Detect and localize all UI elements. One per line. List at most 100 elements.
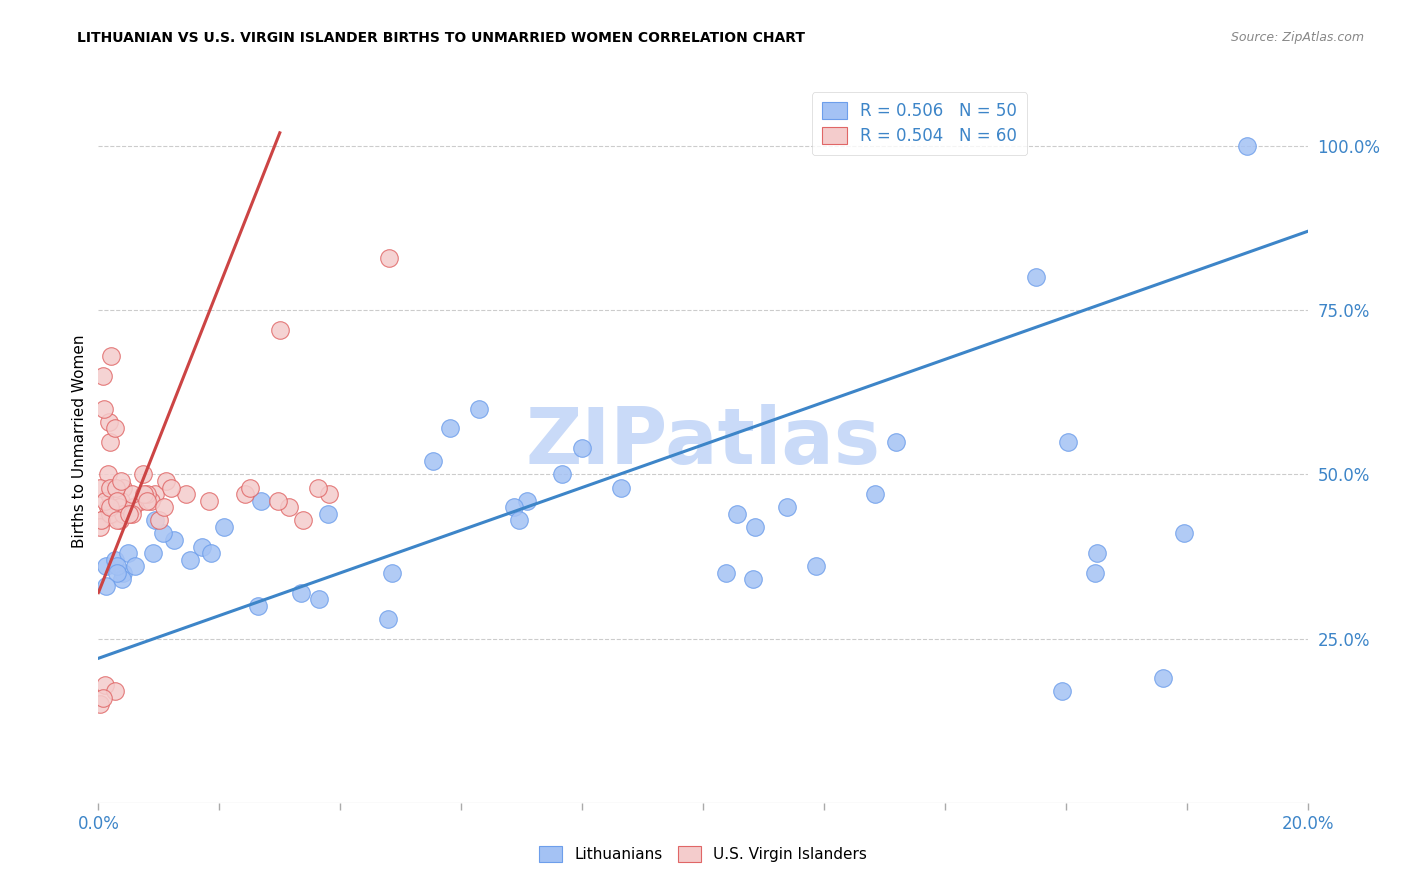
Point bbox=[160, 481, 183, 495]
Point bbox=[278, 500, 301, 515]
Point bbox=[804, 559, 827, 574]
Point bbox=[97, 507, 120, 521]
Text: Source: ZipAtlas.com: Source: ZipAtlas.com bbox=[1230, 31, 1364, 45]
Point bbox=[439, 421, 461, 435]
Point bbox=[316, 507, 339, 521]
Point bbox=[98, 434, 121, 449]
Point bbox=[121, 500, 143, 515]
Point bbox=[90, 513, 112, 527]
Point bbox=[110, 474, 132, 488]
Point bbox=[308, 592, 330, 607]
Point bbox=[100, 500, 122, 515]
Point bbox=[100, 349, 122, 363]
Point bbox=[377, 251, 399, 265]
Text: LITHUANIAN VS U.S. VIRGIN ISLANDER BIRTHS TO UNMARRIED WOMEN CORRELATION CHART: LITHUANIAN VS U.S. VIRGIN ISLANDER BIRTH… bbox=[77, 31, 806, 45]
Point bbox=[516, 493, 538, 508]
Point bbox=[571, 441, 593, 455]
Point bbox=[93, 401, 115, 416]
Point bbox=[91, 513, 114, 527]
Point bbox=[94, 677, 117, 691]
Point bbox=[502, 500, 524, 515]
Point bbox=[97, 467, 120, 482]
Point bbox=[198, 493, 221, 508]
Point bbox=[884, 434, 907, 449]
Point bbox=[97, 487, 120, 501]
Point bbox=[105, 481, 128, 495]
Point bbox=[1236, 139, 1258, 153]
Point bbox=[742, 573, 765, 587]
Point bbox=[1050, 684, 1073, 698]
Point bbox=[91, 368, 114, 383]
Point bbox=[96, 559, 118, 574]
Point bbox=[1024, 270, 1046, 285]
Legend: Lithuanians, U.S. Virgin Islanders: Lithuanians, U.S. Virgin Islanders bbox=[533, 840, 873, 868]
Point bbox=[1057, 434, 1080, 449]
Point bbox=[155, 474, 177, 488]
Point bbox=[108, 513, 131, 527]
Point bbox=[508, 513, 530, 527]
Point bbox=[121, 507, 143, 521]
Point bbox=[247, 599, 270, 613]
Point bbox=[135, 487, 157, 501]
Point bbox=[97, 500, 120, 515]
Point bbox=[111, 507, 134, 521]
Point bbox=[143, 487, 166, 501]
Point bbox=[110, 493, 132, 508]
Point bbox=[105, 513, 128, 527]
Point bbox=[307, 481, 329, 495]
Point bbox=[1173, 526, 1195, 541]
Point bbox=[233, 487, 256, 501]
Point bbox=[267, 493, 290, 508]
Point bbox=[112, 566, 135, 580]
Point bbox=[132, 487, 155, 501]
Point bbox=[1084, 566, 1107, 580]
Point bbox=[290, 585, 312, 599]
Text: ZIPatlas: ZIPatlas bbox=[526, 403, 880, 480]
Point bbox=[153, 500, 176, 515]
Point bbox=[105, 493, 128, 508]
Point bbox=[104, 684, 127, 698]
Point bbox=[105, 493, 128, 508]
Point bbox=[101, 507, 124, 521]
Point bbox=[124, 559, 146, 574]
Point bbox=[98, 507, 121, 521]
Point bbox=[107, 559, 129, 574]
Point bbox=[117, 546, 139, 560]
Point bbox=[863, 487, 886, 501]
Point bbox=[318, 487, 340, 501]
Point bbox=[111, 481, 134, 495]
Point bbox=[118, 507, 141, 521]
Point bbox=[108, 500, 131, 515]
Point bbox=[89, 698, 111, 712]
Point bbox=[152, 526, 174, 541]
Point bbox=[1087, 546, 1109, 560]
Point bbox=[212, 520, 235, 534]
Point bbox=[104, 553, 127, 567]
Point bbox=[104, 421, 127, 435]
Point bbox=[776, 500, 799, 515]
Point bbox=[91, 690, 114, 705]
Point bbox=[1152, 671, 1174, 685]
Point bbox=[239, 481, 262, 495]
Point bbox=[744, 520, 766, 534]
Point bbox=[121, 487, 143, 501]
Point bbox=[377, 612, 399, 626]
Point bbox=[139, 493, 162, 508]
Point bbox=[143, 513, 166, 527]
Point bbox=[94, 493, 117, 508]
Point bbox=[190, 540, 212, 554]
Point bbox=[179, 553, 201, 567]
Point bbox=[96, 579, 118, 593]
Point bbox=[174, 487, 197, 501]
Point bbox=[89, 481, 111, 495]
Point bbox=[98, 481, 121, 495]
Point bbox=[132, 467, 155, 482]
Point bbox=[292, 513, 315, 527]
Point bbox=[609, 481, 631, 495]
Point bbox=[422, 454, 444, 468]
Point bbox=[200, 546, 222, 560]
Point bbox=[148, 513, 170, 527]
Point bbox=[98, 415, 121, 429]
Point bbox=[714, 566, 737, 580]
Point bbox=[101, 507, 124, 521]
